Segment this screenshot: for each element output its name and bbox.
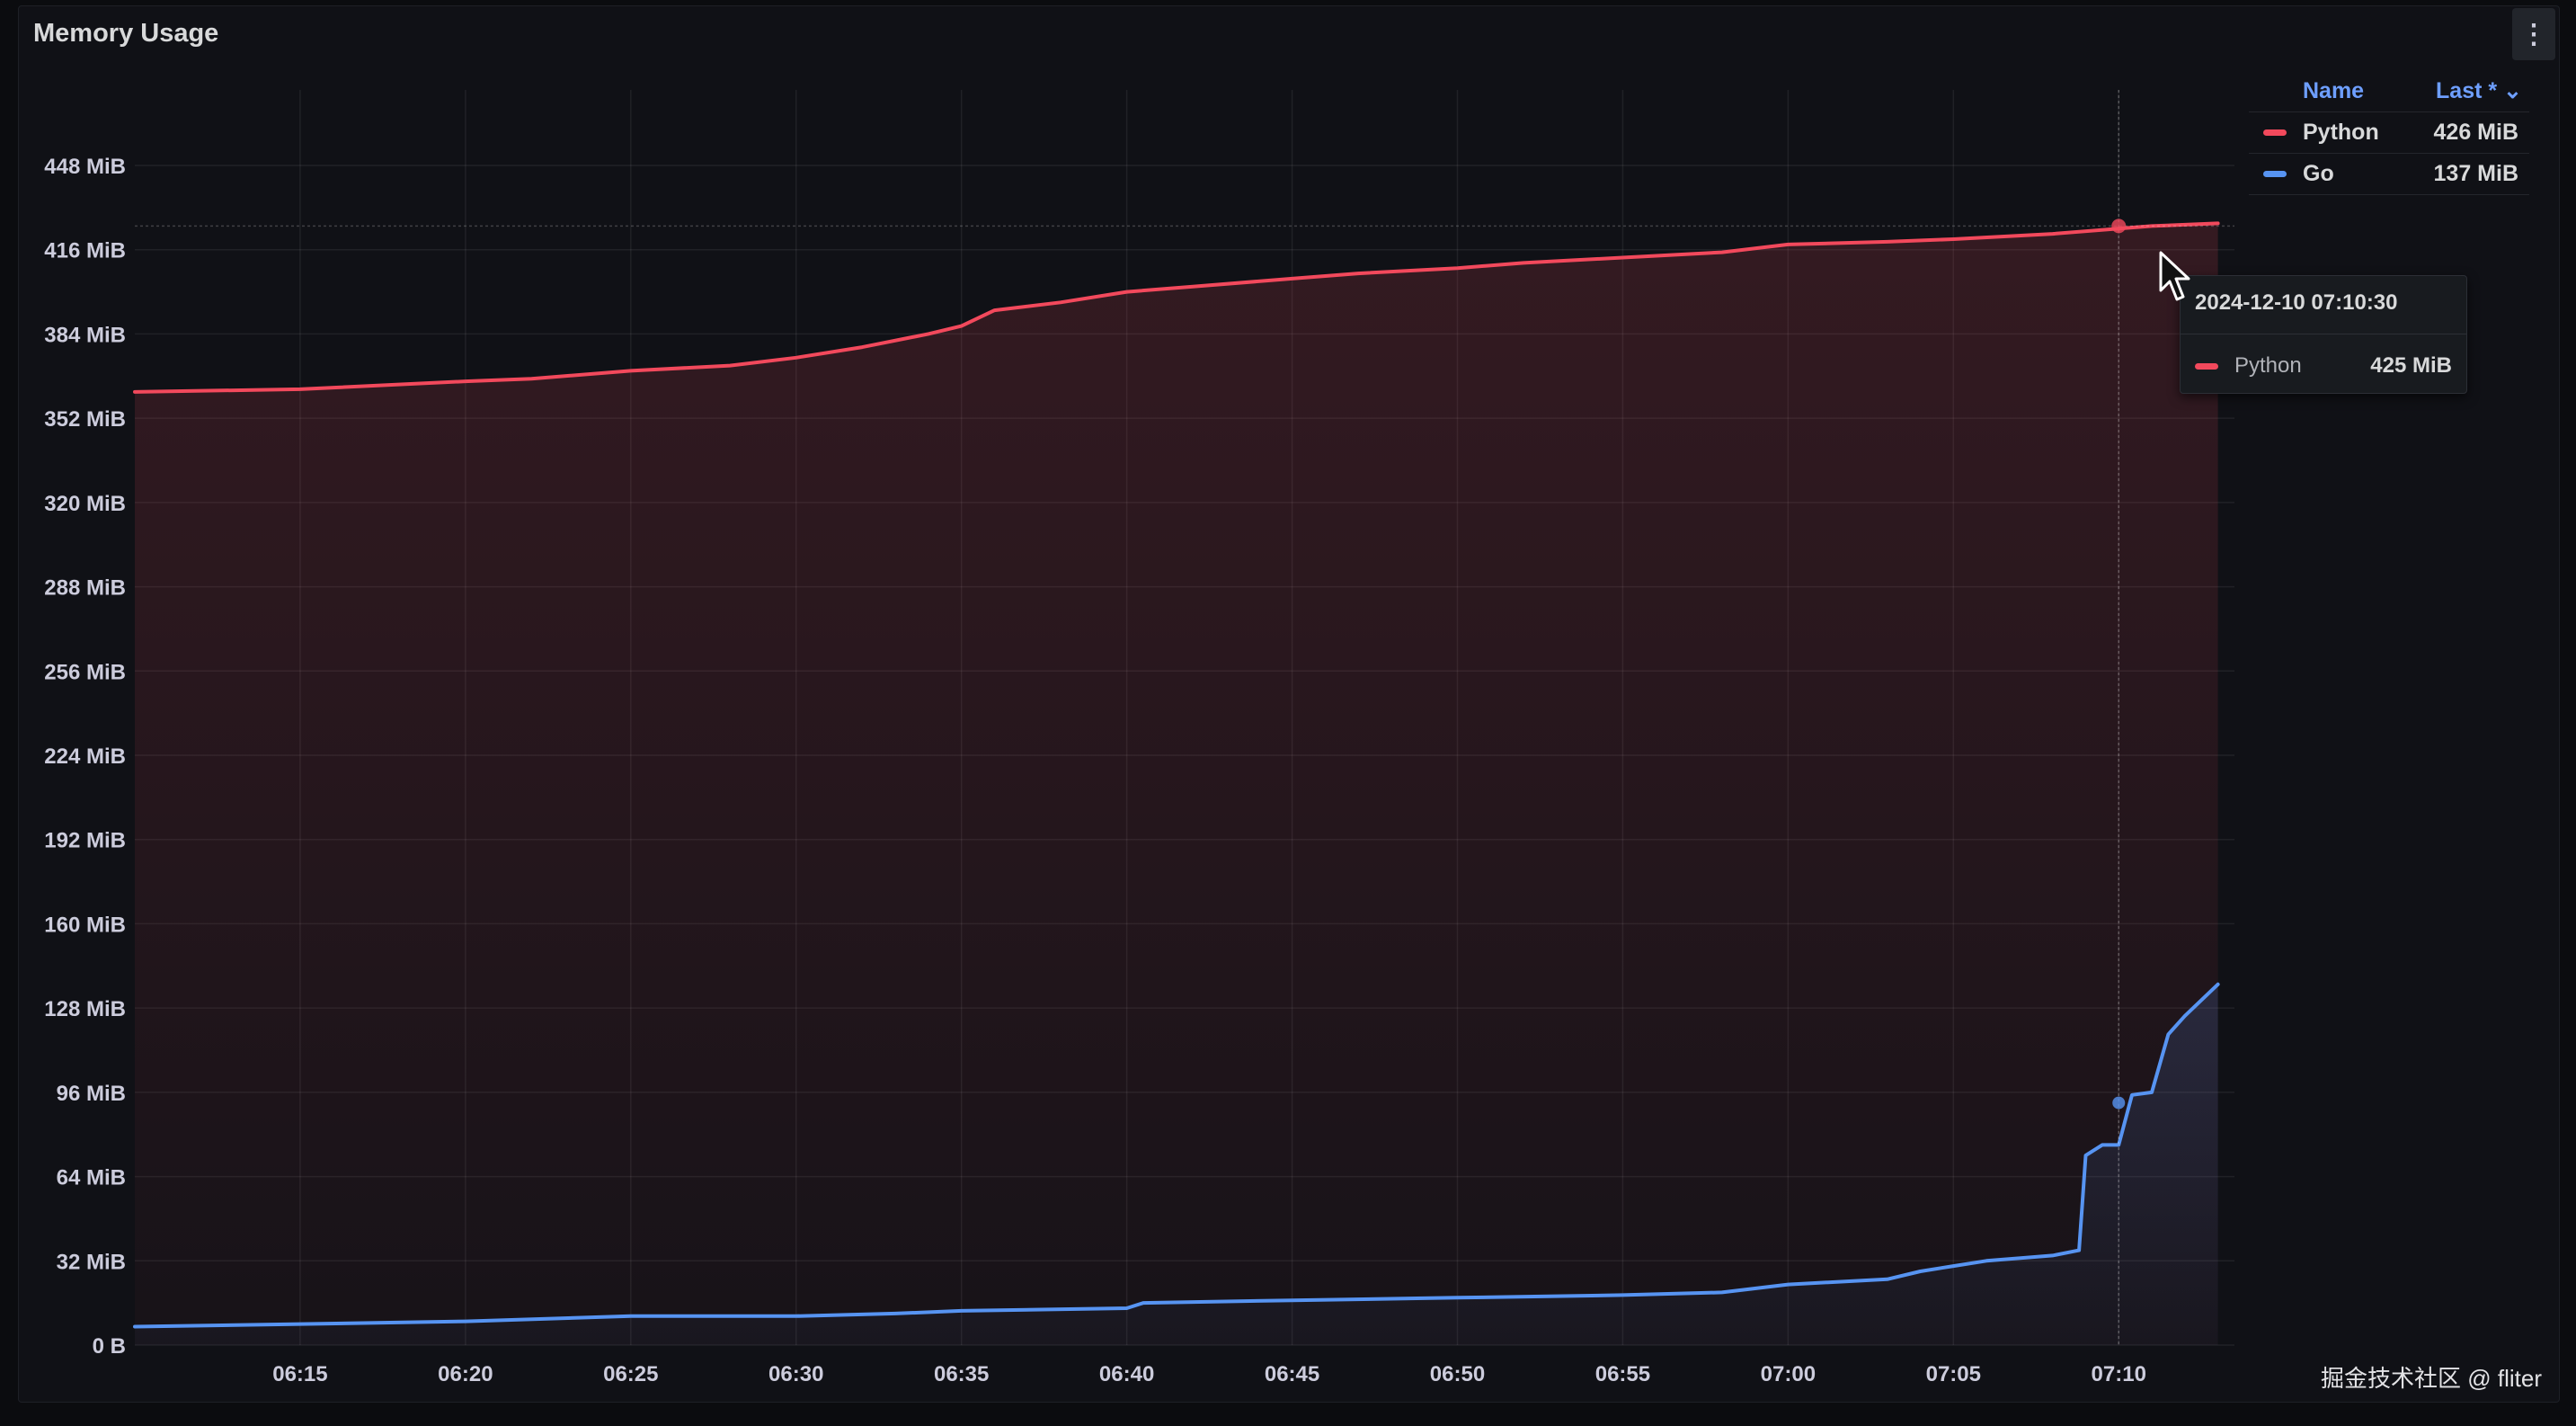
x-tick-label: 06:35 [934,1362,989,1386]
x-axis: 06:15 06:20 06:25 06:30 06:35 06:40 06:45 06:50… [272,1362,2146,1386]
y-tick-label: 352 MiB [44,407,126,432]
x-tick-label: 06:20 [438,1362,493,1386]
y-axis: 448 MiB 416 MiB 384 MiB 352 MiB 320 MiB 288 M… [44,155,126,1359]
legend-name-header[interactable]: Name [2303,77,2365,103]
y-tick-label: 384 MiB [44,323,126,347]
legend-header: Name Last * ⌄ [2249,70,2529,112]
legend-series-value: 426 MiB [2433,120,2518,145]
kebab-menu-icon: ⋮ [2520,19,2547,49]
y-tick-label: 320 MiB [44,492,126,516]
tooltip-series-name: Python [2234,353,2302,378]
x-tick-label: 06:40 [1099,1362,1154,1386]
hover-point-go [2112,1096,2126,1110]
x-tick-label: 06:55 [1595,1362,1650,1386]
y-tick-label: 160 MiB [44,913,126,937]
x-tick-label: 07:05 [1926,1362,1981,1386]
x-tick-label: 06:30 [768,1362,823,1386]
y-tick-label: 192 MiB [44,829,126,853]
x-tick-label: 06:45 [1265,1362,1319,1386]
x-tick-label: 07:00 [1761,1362,1816,1386]
y-tick-label: 448 MiB [44,155,126,179]
legend-series-name: Python [2303,120,2379,145]
hover-crosshair [135,90,2234,1345]
hover-point-python [2111,218,2127,234]
x-tick-label: 06:15 [272,1362,327,1386]
go-color-swatch [2263,171,2287,177]
tooltip-row: Python 425 MiB [2195,348,2452,384]
panel-menu-button[interactable]: ⋮ [2512,8,2555,60]
y-tick-label: 224 MiB [44,744,126,769]
series-line-python[interactable] [133,221,2220,394]
y-tick-label: 32 MiB [57,1250,126,1274]
series-line-go[interactable] [133,982,2220,1329]
tooltip-series-value: 425 MiB [2370,353,2452,378]
series-area-python [135,223,2218,1345]
legend-row-python[interactable]: Python 426 MiB [2249,112,2529,154]
x-tick-label: 07:10 [2092,1362,2146,1386]
y-tick-label: 128 MiB [44,997,126,1021]
hover-tooltip: 2024-12-10 07:10:30 Python 425 MiB [2180,275,2467,394]
y-tick-label: 416 MiB [44,239,126,263]
legend-last-header[interactable]: Last * ⌄ [2436,78,2522,103]
python-color-swatch [2263,129,2287,136]
x-tick-label: 06:50 [1430,1362,1485,1386]
y-tick-label: 64 MiB [57,1166,126,1190]
y-tick-label: 96 MiB [57,1082,126,1106]
chart-lines [133,221,2220,1329]
legend-row-go[interactable]: Go 137 MiB [2249,154,2529,195]
y-tick-label: 0 B [93,1334,126,1359]
legend-series-value: 137 MiB [2433,161,2518,186]
mouse-pointer-icon [2159,251,2190,301]
series-area-go [135,984,2218,1345]
legend-series-name: Go [2303,161,2334,186]
chart-areas [135,223,2218,1345]
tooltip-time: 2024-12-10 07:10:30 [2195,290,2398,315]
legend-table: Name Last * ⌄ Python 426 MiB Go 137 MiB [2249,70,2529,195]
watermark: 掘金技术社区 @ fliter [2321,1365,2542,1392]
x-tick-label: 06:25 [603,1362,658,1386]
tooltip-color-swatch [2195,362,2218,370]
y-tick-label: 288 MiB [44,576,126,601]
y-tick-label: 256 MiB [44,660,126,684]
panel-title: Memory Usage [33,19,219,48]
